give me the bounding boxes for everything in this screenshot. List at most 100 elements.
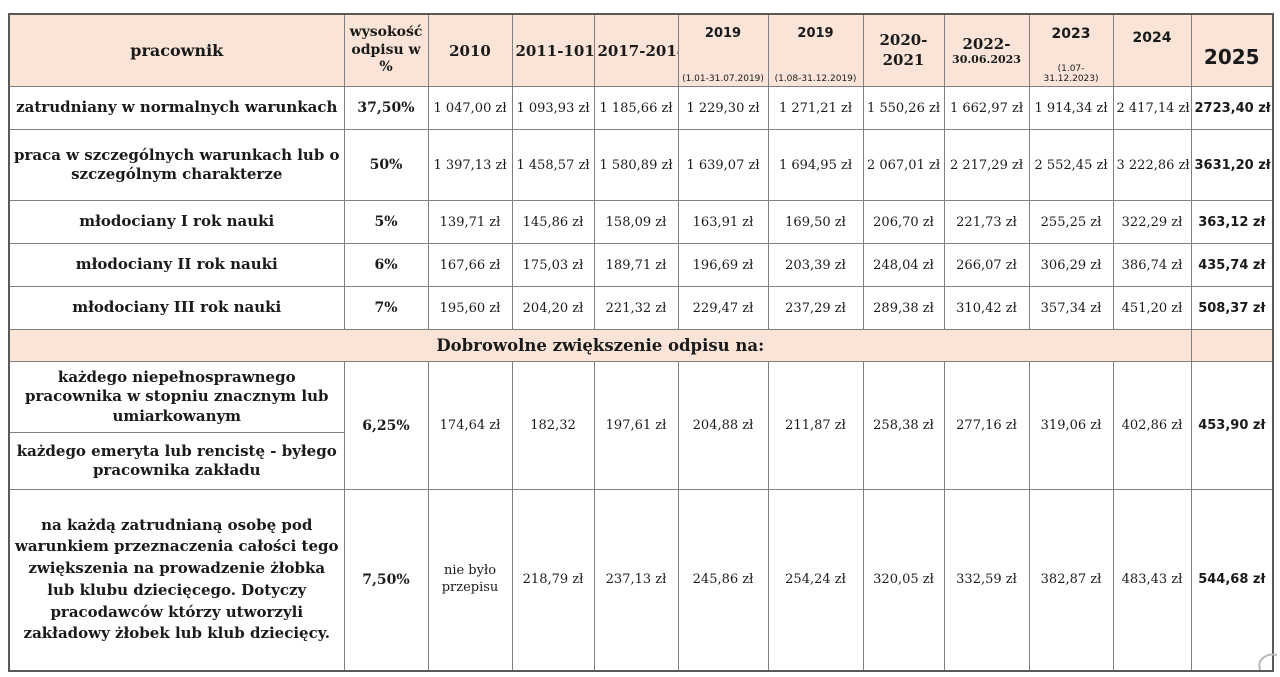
table-row-nursery: na każdą zatrudnianą osobę pod warunkiem… <box>8 489 1274 671</box>
row-label: na każdą zatrudnianą osobę pod warunkiem… <box>8 489 345 671</box>
value-cell: 158,09 zł <box>593 200 679 244</box>
header-period-2023: 2023 (1.07-31.12.2023) <box>1028 13 1114 87</box>
value-cell: 266,07 zł <box>943 243 1030 287</box>
row-label: młodociany II rok nauki <box>8 243 345 287</box>
period-label: 2024 <box>1132 30 1172 46</box>
value-cell: 229,47 zł <box>677 286 769 330</box>
value-cell: 2 067,01 zł <box>862 129 945 201</box>
value-cell: 1 397,13 zł <box>427 129 513 201</box>
value-cell: 1 047,00 zł <box>427 86 513 130</box>
value-cell: 3 222,86 zł <box>1112 129 1192 201</box>
value-cell: 306,29 zł <box>1028 243 1114 287</box>
value-cell: 310,42 zł <box>943 286 1030 330</box>
corner-decoration-mark <box>1258 653 1277 670</box>
value-cell: 332,59 zł <box>943 489 1030 671</box>
row-label: praca w szczególnych warunkach lub o szc… <box>8 129 345 201</box>
value-cell: 451,20 zł <box>1112 286 1192 330</box>
percent-cell: 7% <box>343 286 429 330</box>
value-cell: 322,29 zł <box>1112 200 1192 244</box>
table-row-normal-conditions: zatrudniany w normalnych warunkach 37,50… <box>8 86 1274 130</box>
value-cell: 386,74 zł <box>1112 243 1192 287</box>
value-cell: 218,79 zł <box>511 489 595 671</box>
value-cell: 1 271,21 zł <box>767 86 864 130</box>
value-cell: 174,64 zł <box>427 361 513 490</box>
value-cell: 1 662,97 zł <box>943 86 1030 130</box>
header-period-2024: 2024 <box>1112 13 1192 87</box>
value-cell: 1 580,89 zł <box>593 129 679 201</box>
value-cell: 319,06 zł <box>1028 361 1114 490</box>
value-cell: 255,25 zł <box>1028 200 1114 244</box>
value-cell: 382,87 zł <box>1028 489 1114 671</box>
odpis-table: pracownik wysokość odpisu w % 2010 2011-… <box>8 13 1274 672</box>
header-period-2011-1016: 2011-1016 <box>511 13 595 87</box>
value-cell: 402,86 zł <box>1112 361 1192 490</box>
value-cell-2025: 363,12 zł <box>1190 200 1274 244</box>
header-period-2019b: 2019 (1.08-31.12.2019) <box>767 13 864 87</box>
value-cell: 211,87 zł <box>767 361 864 490</box>
value-cell: 258,38 zł <box>862 361 945 490</box>
value-cell: 1 550,26 zł <box>862 86 945 130</box>
period-label: 2022- <box>962 35 1011 53</box>
row-label: zatrudniany w normalnych warunkach <box>8 86 345 130</box>
row-label: każdego emeryta lub rencistę - byłego pr… <box>8 432 345 490</box>
value-cell: 483,43 zł <box>1112 489 1192 671</box>
percent-cell: 6% <box>343 243 429 287</box>
value-cell: 189,71 zł <box>593 243 679 287</box>
value-cell: 196,69 zł <box>677 243 769 287</box>
value-cell: 206,70 zł <box>862 200 945 244</box>
value-cell: 203,39 zł <box>767 243 864 287</box>
header-period-2025: 2025 <box>1190 13 1274 87</box>
value-cell: 1 458,57 zł <box>511 129 595 201</box>
value-cell: 289,38 zł <box>862 286 945 330</box>
value-cell-2025: 2723,40 zł <box>1190 86 1274 130</box>
row-label: młodociany I rok nauki <box>8 200 345 244</box>
value-cell: 2 417,14 zł <box>1112 86 1192 130</box>
value-cell: 139,71 zł <box>427 200 513 244</box>
period-sublabel: (1.07-31.12.2023) <box>1043 64 1099 84</box>
section-blank-cell <box>1190 329 1274 362</box>
value-cell: 1 185,66 zł <box>593 86 679 130</box>
value-cell: 320,05 zł <box>862 489 945 671</box>
value-cell: 167,66 zł <box>427 243 513 287</box>
row-label: każdego niepełnosprawnego pracownika w s… <box>8 361 345 433</box>
value-cell-2025: 435,74 zł <box>1190 243 1274 287</box>
value-cell: 195,60 zł <box>427 286 513 330</box>
value-cell: 2 217,29 zł <box>943 129 1030 201</box>
table-row-disabled-worker: każdego niepełnosprawnego pracownika w s… <box>8 361 1274 490</box>
value-cell: 277,16 zł <box>943 361 1030 490</box>
table-row-apprentice-2: młodociany II rok nauki 6% 167,66 zł 175… <box>8 243 1274 287</box>
value-cell: 145,86 zł <box>511 200 595 244</box>
value-cell-2025: 3631,20 zł <box>1190 129 1274 201</box>
value-cell: 357,34 zł <box>1028 286 1114 330</box>
period-label: 2023 <box>1051 26 1091 42</box>
value-cell: 1 694,95 zł <box>767 129 864 201</box>
value-cell: 204,20 zł <box>511 286 595 330</box>
percent-cell: 5% <box>343 200 429 244</box>
section-header-row: Dobrowolne zwiększenie odpisu na: <box>8 329 1274 362</box>
table-row-retiree: każdego emeryta lub rencistę - byłego pr… <box>8 432 1273 490</box>
header-period-2010: 2010 <box>427 13 513 87</box>
period-sublabel: 30.06.2023 <box>952 53 1021 66</box>
value-cell-2025: 453,90 zł <box>1190 361 1274 490</box>
period-sublabel: (1.08-31.12.2019) <box>774 74 857 84</box>
value-cell: 221,32 zł <box>593 286 679 330</box>
table-row-apprentice-1: młodociany I rok nauki 5% 139,71 zł 145,… <box>8 200 1274 244</box>
percent-cell: 6,25% <box>343 361 429 490</box>
header-row: pracownik wysokość odpisu w % 2010 2011-… <box>8 13 1274 87</box>
header-employee: pracownik <box>8 13 345 87</box>
value-cell: 254,24 zł <box>767 489 864 671</box>
value-cell: 175,03 zł <box>511 243 595 287</box>
value-cell: 248,04 zł <box>862 243 945 287</box>
value-cell: 204,88 zł <box>677 361 769 490</box>
section-title: Dobrowolne zwiększenie odpisu na: <box>8 329 1192 362</box>
value-cell: 1 639,07 zł <box>677 129 769 201</box>
value-cell: 2 552,45 zł <box>1028 129 1114 201</box>
header-period-2020-2021: 2020- 2021 <box>862 13 945 87</box>
period-label: 2019 <box>704 26 742 41</box>
table-row-apprentice-3: młodociany III rok nauki 7% 195,60 zł 20… <box>8 286 1274 330</box>
percent-cell: 50% <box>343 129 429 201</box>
header-period-2022: 2022- 30.06.2023 <box>943 13 1030 87</box>
header-period-2017-2018: 2017-2018 <box>593 13 679 87</box>
value-cell: 197,61 zł <box>593 361 679 490</box>
value-cell: 1 229,30 zł <box>677 86 769 130</box>
